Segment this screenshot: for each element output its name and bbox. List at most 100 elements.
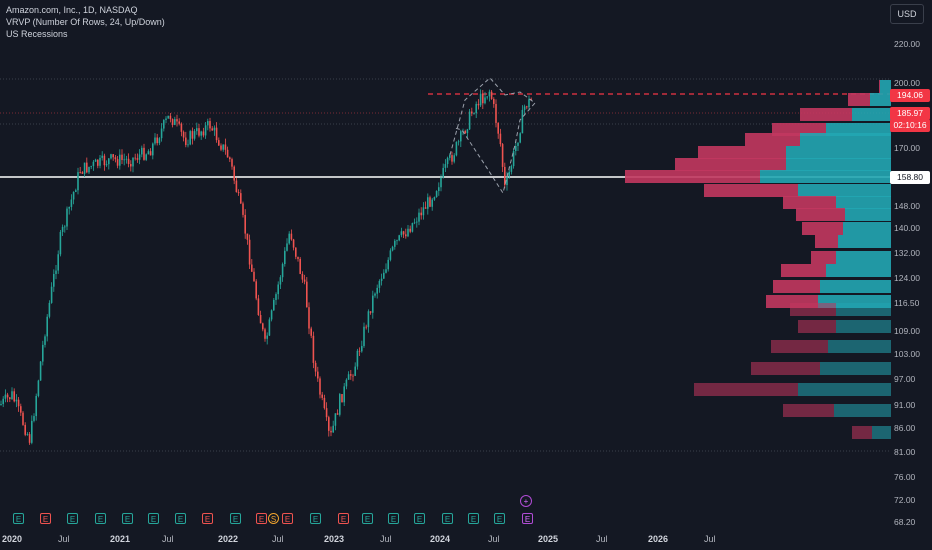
candle-body [378, 280, 381, 288]
candle-body [130, 164, 132, 167]
candle [88, 166, 90, 175]
candle [484, 91, 486, 105]
candle-body [237, 192, 240, 194]
candle [213, 125, 216, 136]
candle-body [369, 311, 372, 313]
currency-button[interactable]: USD [890, 4, 924, 24]
earnings-event-marker[interactable]: E [230, 513, 241, 524]
volume-profile-down-bar [796, 208, 845, 221]
candle-body [422, 207, 425, 216]
candle-body [361, 346, 363, 352]
earnings-event-marker[interactable]: E [494, 513, 505, 524]
earnings-event-marker[interactable]: E [95, 513, 106, 524]
earnings-event-marker[interactable]: E [282, 513, 293, 524]
time-axis[interactable]: 2020 Jul 2021 Jul 2022 Jul 2023 Jul 2024 Jul 2025 J… [0, 530, 890, 550]
candle [497, 122, 499, 139]
candle [416, 217, 418, 228]
candle [471, 107, 473, 117]
candle-body [211, 128, 213, 131]
candle [75, 188, 77, 193]
candle-body [154, 137, 156, 144]
candle-body [116, 159, 119, 166]
candle-body [297, 256, 299, 259]
candle [444, 159, 447, 172]
candle-body [39, 361, 42, 381]
candle [196, 122, 198, 135]
earnings-event-marker[interactable]: E [122, 513, 133, 524]
candle [105, 160, 108, 167]
candle-body [279, 277, 282, 285]
candle [528, 95, 530, 111]
earnings-event-marker[interactable]: E [175, 513, 186, 524]
candle-body [158, 138, 161, 144]
candle-body [347, 374, 350, 380]
earnings-event-marker[interactable]: E [202, 513, 213, 524]
earnings-event-marker[interactable]: E [522, 513, 533, 524]
symbol-title[interactable]: Amazon.com, Inc., 1D, NASDAQ [6, 5, 138, 15]
split-event-marker[interactable]: S [268, 513, 279, 524]
candle-body [336, 413, 339, 415]
candle-body [490, 91, 493, 99]
candle [147, 149, 150, 155]
earnings-event-marker[interactable]: E [468, 513, 479, 524]
candle [108, 157, 110, 170]
earnings-event-marker[interactable]: E [388, 513, 399, 524]
candle-body [33, 416, 35, 421]
price-axis[interactable]: 220.00 200.00 170.00 148.00 140.00 132.00 124.… [890, 30, 932, 530]
candle [35, 393, 37, 421]
candle [321, 391, 323, 401]
candle-body [119, 154, 121, 166]
earnings-event-marker[interactable]: E [40, 513, 51, 524]
earnings-event-marker[interactable]: E [148, 513, 159, 524]
chart-drawings [449, 77, 536, 195]
candle [374, 292, 376, 298]
candle [345, 378, 348, 390]
earnings-event-marker[interactable]: E [338, 513, 349, 524]
candle-body [464, 130, 466, 134]
candle-body [246, 233, 249, 240]
earnings-event-marker[interactable]: E [67, 513, 78, 524]
earnings-event-marker[interactable]: E [13, 513, 24, 524]
candle-body [174, 119, 176, 125]
candle [167, 115, 169, 119]
vrvp-indicator-label[interactable]: VRVP (Number Of Rows, 24, Up/Down) [6, 17, 165, 27]
volume-profile-up-bar [872, 426, 891, 439]
candle-body [251, 264, 253, 272]
earnings-event-marker[interactable]: E [362, 513, 373, 524]
candle-body [224, 144, 227, 150]
pattern-drawing [449, 77, 536, 195]
candle [154, 133, 156, 146]
candle-body [510, 166, 513, 172]
candle-body [44, 336, 46, 345]
candle-body [438, 187, 440, 191]
candle-body [471, 111, 473, 114]
earnings-event-marker[interactable]: E [414, 513, 425, 524]
candle-body [200, 131, 202, 136]
candle-body [37, 380, 40, 396]
candle-body [59, 231, 62, 255]
earnings-event-marker[interactable]: E [310, 513, 321, 524]
candle [257, 294, 260, 316]
candle [141, 145, 143, 158]
candle-body [213, 127, 216, 131]
candle [391, 245, 394, 252]
candle-body [497, 122, 499, 134]
price-tick-label: 91.00 [894, 400, 916, 410]
earnings-event-marker[interactable]: E [442, 513, 453, 524]
candle-body [504, 166, 506, 186]
earnings-event-marker[interactable]: E [256, 513, 267, 524]
price-tick-label: 132.00 [894, 248, 920, 258]
recessions-indicator-label[interactable]: US Recessions [6, 29, 68, 39]
candle [506, 171, 508, 191]
candle-body [477, 103, 480, 106]
volume-profile-up-bar [820, 280, 891, 293]
candle-body [356, 350, 359, 367]
add-event-icon[interactable]: + [520, 495, 532, 507]
candle-body [189, 131, 191, 145]
candle [396, 239, 398, 245]
candle-body [433, 197, 436, 200]
candle [365, 324, 367, 330]
volume-profile-down-bar [773, 280, 820, 293]
candle [57, 250, 59, 274]
